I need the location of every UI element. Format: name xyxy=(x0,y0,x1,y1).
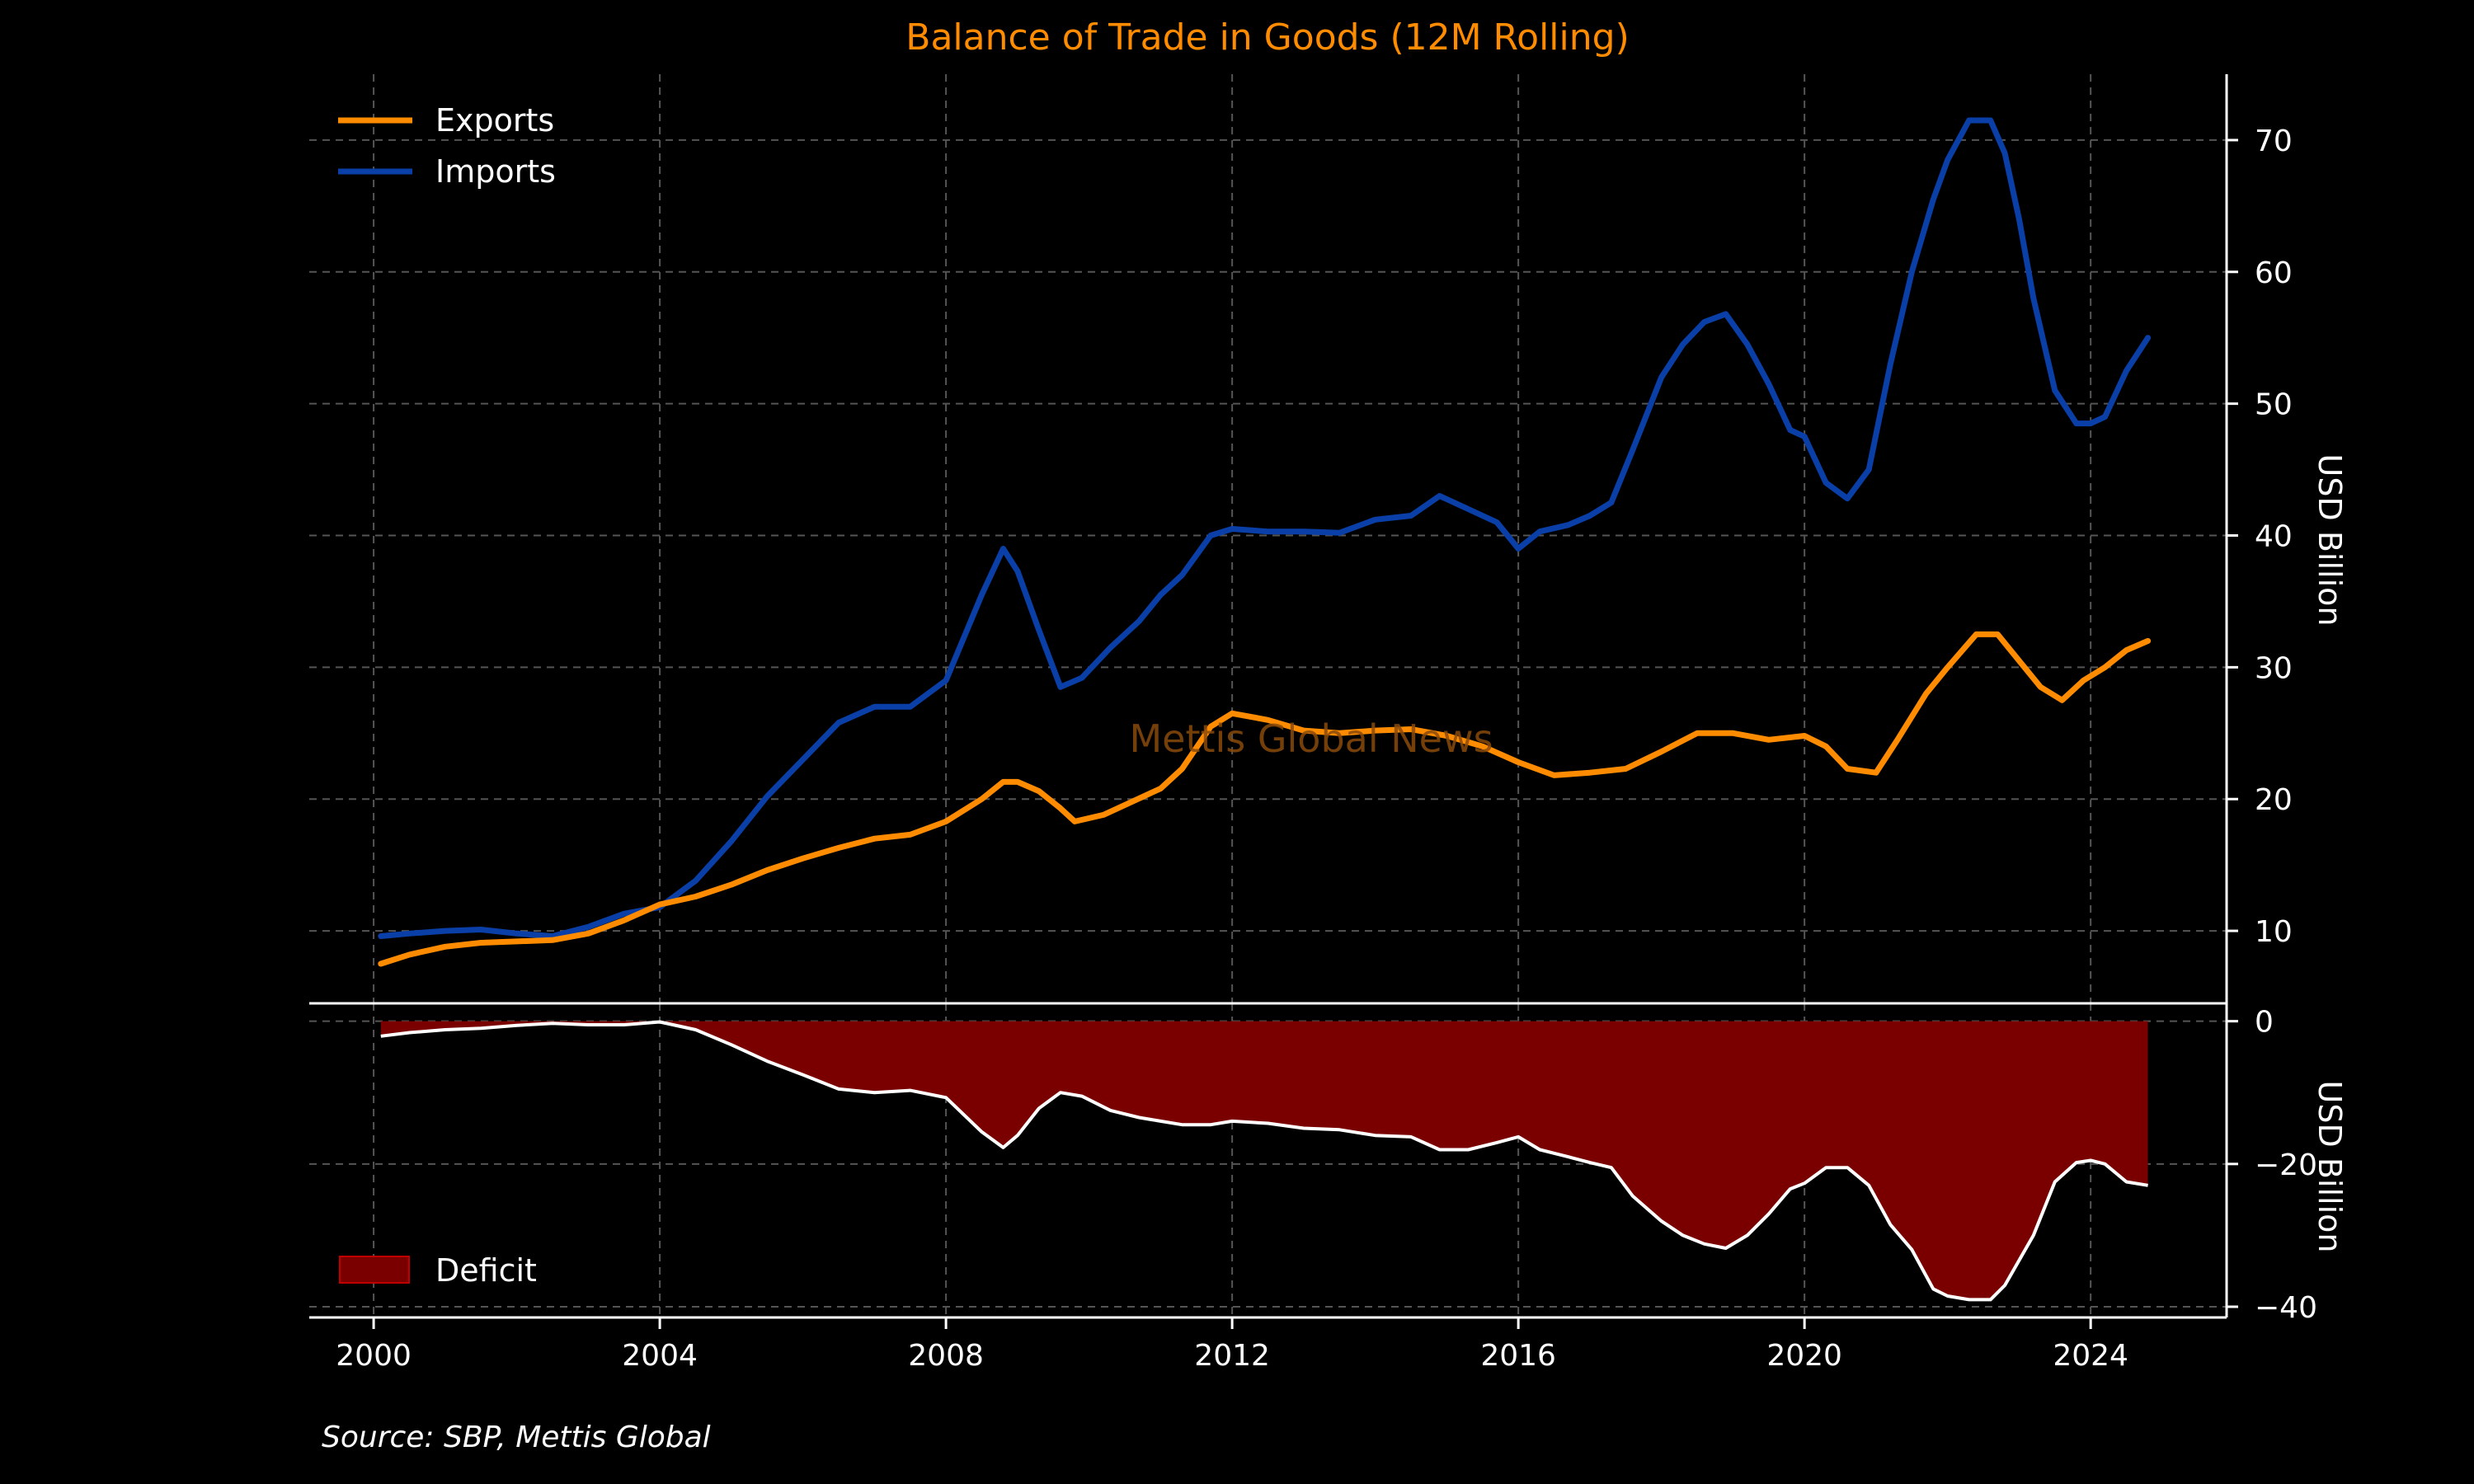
top-ytick-label: 70 xyxy=(2255,124,2293,158)
legend-imports-label: Imports xyxy=(435,153,556,190)
deficit-area xyxy=(380,1021,2148,1300)
top-ytick-label: 10 xyxy=(2255,915,2293,949)
source-note: Source: SBP, Mettis Global xyxy=(322,1421,711,1454)
x-axis-ticks: 2000 2004 2008 2012 2016 2020 2024 xyxy=(336,1317,2128,1373)
legend-deficit-swatch xyxy=(339,1256,410,1284)
top-ytick-label: 20 xyxy=(2255,783,2293,817)
xtick-label: 2016 xyxy=(1480,1339,1556,1373)
top-ytick-label: 60 xyxy=(2255,256,2293,290)
xtick-label: 2020 xyxy=(1766,1339,1842,1373)
xtick-label: 2008 xyxy=(908,1339,984,1373)
top-legend: Exports Imports xyxy=(338,102,556,190)
bottom-legend: Deficit xyxy=(339,1252,537,1289)
top-panel-grid xyxy=(309,74,2227,1003)
exports-series-line xyxy=(378,631,2152,967)
watermark: Mettis Global News xyxy=(1129,716,1493,761)
top-ytick-label: 50 xyxy=(2255,388,2293,422)
xtick-label: 2000 xyxy=(336,1339,412,1373)
chart-axes xyxy=(309,74,2228,1319)
xtick-label: 2004 xyxy=(622,1339,698,1373)
top-y-axis-label: USD Billion xyxy=(2312,454,2348,627)
top-ytick-label: 40 xyxy=(2255,520,2293,554)
bottom-ytick-label: −20 xyxy=(2255,1148,2317,1182)
top-y-axis-ticks: 10 20 30 40 50 60 70 xyxy=(2227,124,2293,949)
xtick-label: 2012 xyxy=(1194,1339,1270,1373)
bottom-y-axis-ticks: 0 −20 −40 xyxy=(2227,1006,2317,1325)
bottom-y-axis-label: USD Billion xyxy=(2312,1081,2348,1253)
top-ytick-label: 30 xyxy=(2255,651,2293,685)
imports-series-line xyxy=(378,117,2152,939)
bottom-ytick-label: 0 xyxy=(2255,1006,2274,1040)
xtick-label: 2024 xyxy=(2053,1339,2128,1373)
legend-deficit-label: Deficit xyxy=(435,1252,537,1289)
chart-title: Balance of Trade in Goods (12M Rolling) xyxy=(905,16,1629,59)
legend-exports-label: Exports xyxy=(435,102,554,139)
bottom-ytick-label: −40 xyxy=(2255,1291,2317,1325)
balance-line xyxy=(380,1020,2148,1302)
